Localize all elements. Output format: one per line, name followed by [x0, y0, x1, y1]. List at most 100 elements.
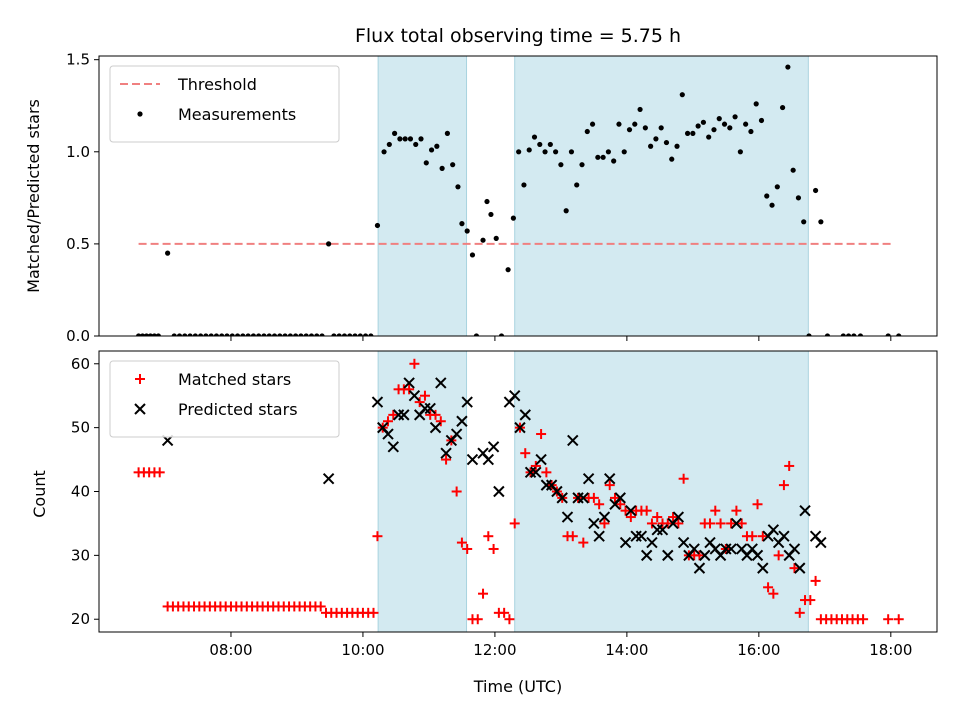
point-0-113 — [732, 114, 738, 120]
legend-label: Threshold — [177, 75, 257, 94]
point-0-112 — [726, 518, 737, 529]
point-1-54 — [656, 524, 669, 536]
point-0-108 — [705, 518, 716, 529]
y-axis-label-top: Matched/Predicted stars — [24, 99, 43, 293]
point-0-47 — [383, 416, 394, 427]
point-0-38 — [336, 333, 342, 336]
point-0-130 — [824, 333, 831, 336]
point-0-11 — [192, 333, 198, 336]
point-0-56 — [430, 409, 441, 420]
point-1-24 — [493, 485, 505, 498]
point-0-69 — [498, 333, 505, 336]
point-1-27 — [514, 421, 526, 434]
point-0-27 — [277, 333, 283, 336]
point-1-48 — [625, 504, 637, 517]
point-0-88 — [599, 518, 610, 529]
point-0-73 — [520, 448, 531, 459]
point-0-56 — [434, 143, 440, 149]
point-1-68 — [730, 517, 743, 530]
point-1-7 — [398, 409, 410, 421]
point-0-92 — [620, 505, 631, 516]
point-0-81 — [563, 208, 569, 214]
point-0-63 — [469, 252, 476, 258]
point-0-65 — [478, 588, 489, 599]
point-0-44 — [368, 607, 379, 618]
point-0-20 — [240, 333, 246, 336]
point-0-49 — [397, 136, 403, 142]
point-0-87 — [594, 499, 605, 510]
point-0-124 — [789, 563, 800, 574]
point-0-82 — [568, 149, 575, 155]
point-0-117 — [752, 499, 763, 510]
point-0-67 — [488, 211, 494, 218]
point-0-101 — [668, 512, 679, 523]
x-tick-label: 18:00 — [869, 641, 912, 659]
point-1-50 — [635, 530, 648, 542]
point-1-58 — [677, 536, 690, 549]
point-1-43 — [598, 511, 611, 523]
point-0-109 — [710, 505, 721, 516]
point-0-119 — [763, 582, 774, 593]
point-0-37 — [331, 333, 337, 336]
point-0-8 — [176, 333, 183, 336]
point-0-125 — [794, 607, 805, 618]
point-1-23 — [487, 441, 500, 453]
point-0-9 — [182, 333, 188, 336]
point-0-25 — [266, 333, 272, 336]
point-1-13 — [429, 421, 442, 434]
x-tick-label: 10:00 — [341, 641, 384, 659]
ratio-panel: 0.0 0.5 1.0 1.5 Threshold Measurements — [66, 51, 938, 345]
point-0-133 — [851, 333, 857, 336]
point-0-67 — [488, 543, 499, 554]
point-1-28 — [519, 409, 531, 421]
point-0-66 — [484, 198, 490, 205]
point-0-57 — [439, 165, 445, 171]
point-0-61 — [456, 537, 467, 548]
point-0-69 — [499, 607, 510, 618]
point-0-124 — [790, 167, 796, 173]
point-0-43 — [362, 333, 369, 336]
point-0-128 — [812, 187, 819, 194]
point-0-108 — [706, 134, 712, 140]
point-0-17 — [224, 333, 230, 336]
point-0-120 — [769, 202, 775, 208]
point-0-33 — [308, 333, 315, 336]
point-0-3 — [147, 333, 154, 336]
point-0-89 — [604, 480, 615, 491]
point-0-58 — [441, 454, 452, 465]
point-0-51 — [407, 136, 414, 142]
point-0-91 — [616, 121, 622, 127]
point-0-96 — [641, 505, 652, 516]
point-0-116 — [748, 128, 754, 135]
point-1-44 — [604, 473, 616, 485]
plot-area — [135, 64, 902, 336]
point-0-129 — [818, 219, 824, 225]
point-0-22 — [250, 333, 257, 336]
point-0-128 — [810, 575, 821, 586]
point-0-44 — [368, 333, 374, 336]
point-1-79 — [788, 543, 801, 555]
point-0-82 — [567, 531, 578, 542]
point-0-74 — [526, 147, 532, 153]
point-0-16 — [219, 333, 225, 336]
point-0-21 — [245, 333, 251, 336]
point-1-12 — [424, 402, 436, 415]
point-1-30 — [530, 466, 542, 479]
point-0-92 — [621, 149, 627, 155]
point-0-52 — [413, 141, 419, 148]
point-1-20 — [466, 453, 479, 466]
point-0-41 — [352, 333, 358, 336]
point-0-0 — [135, 333, 142, 336]
point-0-2 — [143, 333, 150, 336]
point-0-6 — [165, 250, 171, 256]
point-0-109 — [711, 127, 717, 133]
x-tick-label: 08:00 — [209, 641, 252, 659]
point-0-123 — [784, 460, 795, 471]
point-0-72 — [516, 149, 522, 155]
point-0-103 — [679, 92, 685, 98]
point-0-127 — [806, 333, 812, 336]
point-0-127 — [805, 595, 816, 606]
point-0-7 — [171, 333, 177, 336]
point-0-26 — [271, 333, 278, 336]
point-0-76 — [537, 141, 543, 148]
